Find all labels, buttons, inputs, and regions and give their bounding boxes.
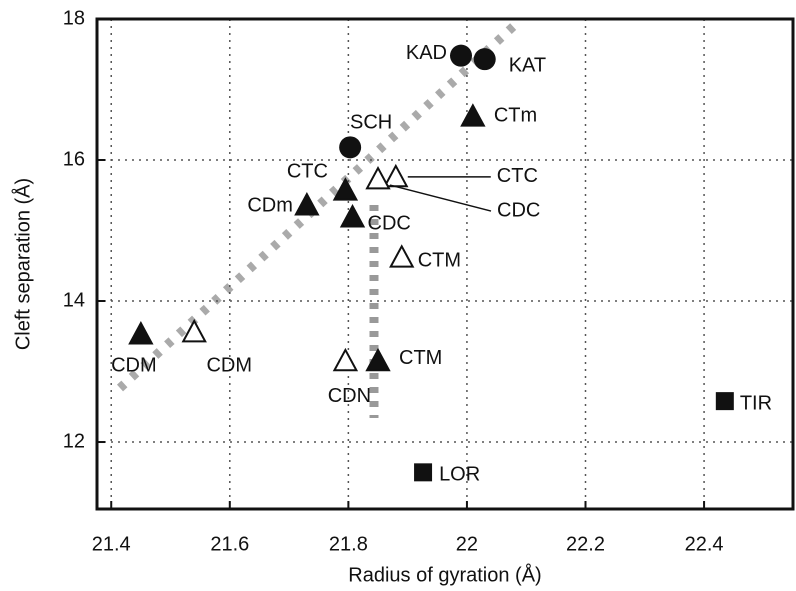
point [460, 103, 486, 127]
point-label: CDN [328, 385, 371, 407]
point-label: CTC [287, 161, 328, 183]
point-label: CDM [206, 354, 252, 376]
y-tick-label: 12 [63, 430, 85, 452]
trend-band [116, 20, 520, 392]
point [332, 347, 359, 372]
point-label: CDC [497, 199, 540, 221]
point [383, 163, 409, 188]
point-label: CTM [399, 347, 442, 369]
point-label: CDM [111, 354, 157, 376]
x-axis-title: Radius of gyration (Å) [348, 563, 541, 586]
y-tick-label: 14 [63, 289, 85, 311]
x-tick-label: 22.2 [566, 533, 605, 555]
y-tick-label: 18 [63, 7, 85, 29]
point-label: KAD [406, 42, 447, 64]
point-label: CDm [247, 194, 293, 216]
point [715, 392, 734, 411]
y-tick-label: 16 [63, 148, 85, 170]
x-tick-label: 22 [456, 533, 478, 555]
x-tick-label: 21.6 [210, 533, 249, 555]
point-label: CTm [494, 105, 537, 127]
point [365, 165, 391, 190]
point [339, 204, 366, 228]
point-label: CTM [418, 250, 461, 272]
point [339, 136, 362, 159]
point [450, 44, 473, 67]
x-tick-label: 21.8 [329, 533, 368, 555]
point-label: TIR [740, 392, 772, 414]
x-tick-label: 22.4 [685, 533, 724, 555]
point [389, 244, 415, 268]
point [181, 318, 207, 343]
point [332, 177, 359, 201]
point-label: SCH [350, 112, 392, 134]
point [414, 463, 433, 482]
plot-frame [95, 17, 795, 511]
point-label: CDC [368, 212, 411, 234]
point [473, 48, 496, 71]
point-label: KAT [509, 54, 546, 76]
point [294, 192, 320, 216]
x-tick-label: 21.4 [92, 533, 131, 555]
point-label: LOR [439, 464, 480, 486]
point [128, 321, 154, 345]
point-label: CTC [497, 165, 538, 187]
leader-line [389, 184, 492, 212]
y-axis-title: Cleft separation (Å) [11, 178, 34, 350]
point [365, 347, 391, 372]
